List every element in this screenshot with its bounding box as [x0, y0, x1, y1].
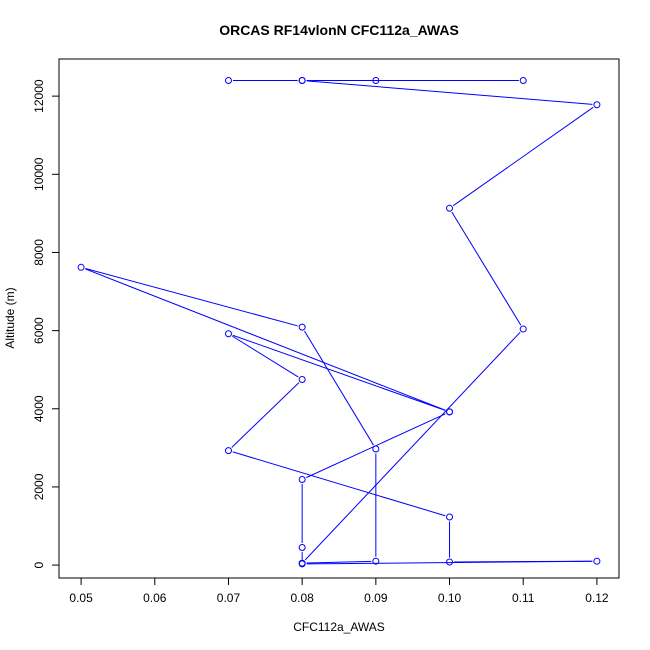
- plot-frame: [58, 58, 620, 579]
- series-segment: [452, 106, 594, 207]
- data-point: [446, 513, 454, 521]
- x-tick-label: 0.08: [290, 591, 314, 605]
- x-tick-label: 0.12: [585, 591, 609, 605]
- y-tick-label: 8000: [32, 239, 46, 266]
- series-segment: [304, 330, 374, 446]
- series-segment: [232, 451, 446, 517]
- data-point: [593, 557, 601, 565]
- data-point: [298, 323, 306, 331]
- data-point: [372, 557, 380, 565]
- data-point: [519, 76, 527, 84]
- data-point: [224, 330, 232, 338]
- x-axis-label: CFC112a_AWAS: [293, 620, 385, 634]
- data-point: [372, 76, 380, 84]
- y-tick-label: 2000: [32, 473, 46, 500]
- x-axis: 0.05 0.06 0.07 0.08 0.09 0.10 0.11 0.12: [69, 577, 609, 605]
- series-segment: [232, 335, 299, 378]
- data-point: [224, 447, 232, 455]
- y-tick-label: 4000: [32, 395, 46, 422]
- series-segment: [85, 268, 446, 411]
- x-tick-label: 0.05: [69, 591, 93, 605]
- series-segment: [232, 334, 446, 411]
- y-tick-label: 10000: [32, 157, 46, 191]
- chart-title: ORCAS RF14vlonN CFC112a_AWAS: [219, 22, 459, 38]
- y-tick-label: 12000: [32, 79, 46, 113]
- series-segment: [451, 211, 522, 326]
- data-point: [224, 76, 232, 84]
- series-segment: [306, 560, 593, 565]
- y-axis-label: Altitude (m): [3, 287, 17, 348]
- series-segment: [304, 331, 521, 561]
- data-point: [519, 325, 527, 333]
- series-layer: [77, 76, 601, 568]
- data-point: [298, 76, 306, 84]
- x-tick-label: 0.10: [438, 591, 462, 605]
- x-tick-label: 0.09: [364, 591, 388, 605]
- series-segment: [85, 267, 298, 327]
- series-segment: [306, 80, 593, 105]
- data-point: [446, 408, 454, 416]
- y-tick-label: 6000: [32, 317, 46, 344]
- x-tick-label: 0.11: [512, 591, 535, 605]
- data-point: [593, 101, 601, 109]
- data-point: [298, 560, 306, 568]
- series-segment: [306, 560, 372, 564]
- y-axis: 0 2000 4000 6000 8000 10000 12000: [32, 79, 59, 568]
- data-point: [298, 544, 306, 552]
- data-point: [372, 445, 380, 453]
- data-point: [298, 476, 306, 484]
- data-point: [446, 204, 454, 212]
- x-tick-label: 0.07: [217, 591, 241, 605]
- data-point: [446, 558, 454, 566]
- data-point: [298, 375, 306, 383]
- y-tick-label: 0: [32, 561, 46, 568]
- series-segment: [231, 382, 300, 448]
- data-point: [77, 263, 85, 271]
- x-tick-label: 0.06: [143, 591, 167, 605]
